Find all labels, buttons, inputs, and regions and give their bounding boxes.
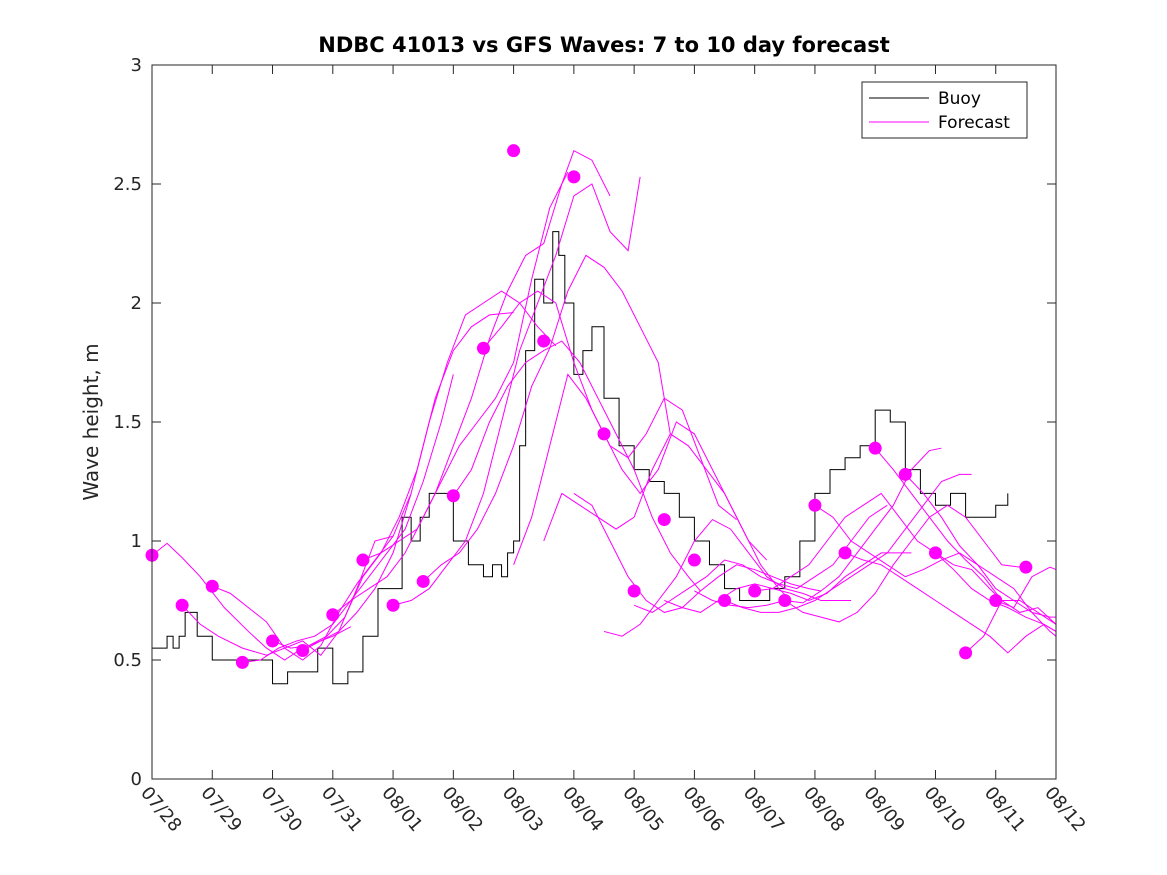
- forecast-marker: [326, 608, 340, 622]
- forecast-marker: [778, 594, 792, 607]
- forecast-line: [573, 492, 822, 613]
- forecast-marker: [567, 170, 581, 184]
- forecast-marker: [446, 489, 460, 503]
- forecast-marker: [507, 144, 521, 158]
- forecast-marker: [356, 553, 370, 567]
- forecast-marker: [959, 646, 973, 660]
- forecast-line: [694, 447, 942, 609]
- forecast-marker: [808, 498, 822, 512]
- forecast-marker: [266, 634, 280, 648]
- forecast-line: [302, 290, 557, 651]
- forecast-line: [332, 171, 569, 616]
- forecast-line: [392, 176, 641, 606]
- legend-box: [861, 81, 1028, 139]
- forecast-marker: [537, 334, 551, 348]
- forecast-marker: [476, 341, 490, 355]
- buoy-series: [152, 231, 1009, 685]
- legend-buoy-label: Buoy: [938, 89, 981, 109]
- forecast-line: [452, 340, 701, 592]
- forecast-marker: [416, 574, 430, 588]
- y-tick-label: 2.5: [113, 174, 142, 195]
- buoy-line: [152, 231, 1009, 685]
- forecast-line: [422, 254, 671, 582]
- forecast-marker: [928, 546, 942, 560]
- y-tick-label: 2: [131, 293, 142, 314]
- forecast-marker: [296, 643, 310, 657]
- forecast-marker: [868, 441, 882, 455]
- forecast-marker: [175, 598, 189, 612]
- y-tick-label: 0: [131, 769, 142, 790]
- forecast-line: [995, 566, 1057, 609]
- forecast-series: [151, 149, 1057, 663]
- forecast-marker: [687, 553, 701, 567]
- forecast-line: [362, 149, 611, 561]
- forecast-marker: [989, 594, 1003, 607]
- forecast-line: [272, 312, 514, 649]
- forecast-line: [784, 504, 1032, 623]
- forecast-line: [724, 473, 972, 613]
- forecast-marker: [748, 584, 762, 598]
- forecast-line: [754, 492, 1003, 601]
- forecast-marker: [205, 579, 219, 593]
- forecast-line: [814, 504, 1056, 618]
- forecast-line: [874, 447, 1057, 625]
- forecast-marker: [597, 427, 611, 441]
- forecast-line: [904, 474, 1057, 637]
- y-tick-label: 1.5: [113, 412, 142, 433]
- forecast-marker: [235, 655, 249, 669]
- chart-title: NDBC 41013 vs GFS Waves: 7 to 10 day for…: [318, 33, 889, 57]
- forecast-line: [844, 552, 1057, 654]
- forecast-line: [965, 600, 1057, 654]
- forecast-marker: [898, 467, 912, 481]
- axes-box: [151, 64, 1057, 780]
- forecast-marker: [386, 598, 400, 612]
- legend: Buoy Forecast: [861, 81, 1028, 139]
- y-axis-label: Wave height, m: [79, 343, 103, 500]
- forecast-marker: [1019, 560, 1033, 574]
- forecast-marker: [657, 513, 671, 527]
- forecast-marker: [627, 584, 641, 598]
- forecast-line: [543, 433, 792, 601]
- y-tick-label: 0.5: [113, 650, 142, 671]
- forecast-markers: [145, 144, 1033, 669]
- y-tick-label: 1: [131, 531, 142, 552]
- y-tick-labels: 0 0.5 1 1.5 2 2.5 3: [113, 55, 142, 790]
- y-tick-label: 3: [131, 55, 142, 76]
- legend-forecast-label: Forecast: [938, 113, 1010, 133]
- forecast-marker: [838, 546, 852, 560]
- forecast-marker: [718, 594, 732, 607]
